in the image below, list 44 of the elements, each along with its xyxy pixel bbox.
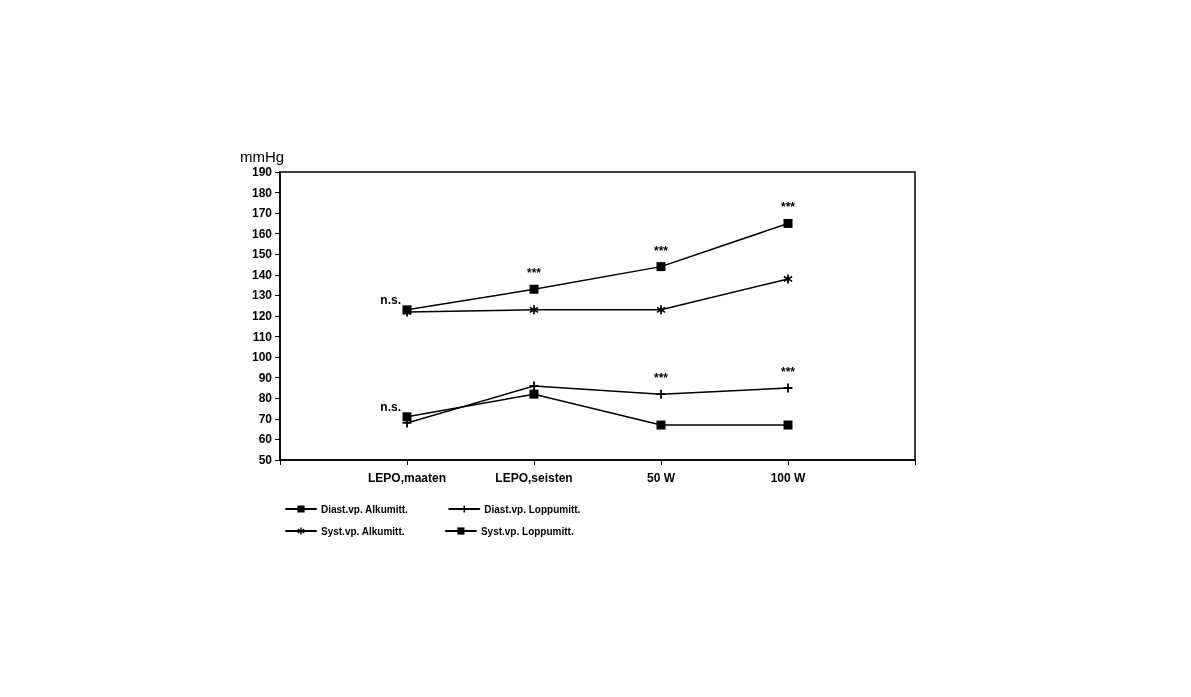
- legend-label: Diast.vp. Loppumitt.: [484, 503, 581, 515]
- annotation: ***: [780, 365, 796, 379]
- point: [783, 420, 793, 430]
- y-axis-title: mmHg: [240, 148, 285, 165]
- annotation: n.s.: [380, 292, 401, 307]
- y-tick-label: 180: [251, 185, 273, 200]
- legend-label: Syst.vp. Loppumitt.: [480, 525, 574, 537]
- y-tick-label: 170: [251, 206, 273, 221]
- y-tick-label: 150: [251, 247, 273, 262]
- point: [783, 383, 793, 393]
- y-tick-label: 110: [252, 329, 273, 344]
- y-tick-label: 100: [251, 350, 273, 365]
- legend-label: Syst.vp. Alkumitt.: [321, 525, 405, 537]
- y-tick-label: 80: [258, 391, 273, 406]
- x-tick-label: LEPO,maaten: [367, 471, 447, 485]
- y-tick-label: 50: [258, 453, 273, 467]
- point: [783, 218, 793, 228]
- point: [656, 262, 666, 272]
- point: [656, 420, 666, 430]
- x-tick-label: 100 W: [770, 471, 807, 485]
- y-tick-label: 70: [258, 411, 273, 426]
- x-tick-label: LEPO,seisten: [495, 471, 573, 485]
- annotation: ***: [526, 266, 542, 281]
- y-tick-label: 140: [251, 267, 273, 282]
- y-tick-label: 190: [251, 165, 273, 179]
- point: [656, 389, 666, 399]
- annotation: n.s.: [380, 399, 401, 414]
- y-tick-label: 120: [251, 309, 273, 323]
- annotation: ***: [653, 371, 669, 386]
- point: [656, 305, 666, 315]
- point: [529, 305, 539, 315]
- point: [529, 284, 539, 294]
- point: [402, 412, 412, 422]
- point: [529, 389, 539, 399]
- point: [783, 274, 793, 284]
- legend-label: Diast.vp. Alkumitt.: [321, 503, 409, 515]
- y-tick-label: 130: [251, 288, 273, 303]
- y-tick-label: 160: [251, 226, 273, 241]
- y-tick-label: 90: [258, 370, 273, 385]
- y-tick-label: 60: [258, 432, 273, 447]
- annotation: ***: [780, 200, 796, 215]
- annotation: ***: [653, 243, 669, 258]
- point: [529, 381, 539, 391]
- x-tick-label: 50 W: [646, 471, 676, 485]
